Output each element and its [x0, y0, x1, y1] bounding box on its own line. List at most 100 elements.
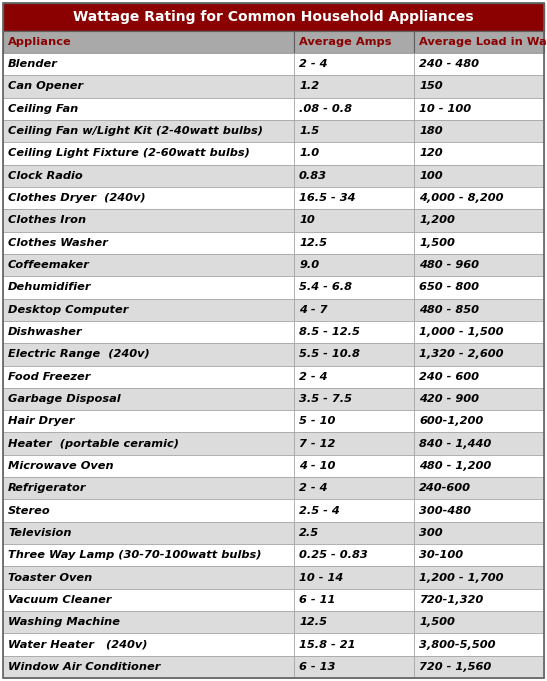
Text: Water Heater   (240v): Water Heater (240v): [8, 639, 148, 650]
Bar: [414, 187, 544, 209]
Text: 1,000 - 1,500: 1,000 - 1,500: [419, 327, 504, 337]
Bar: [3, 432, 294, 455]
Text: 12.5: 12.5: [299, 238, 327, 248]
Bar: [414, 633, 544, 656]
Bar: [3, 611, 294, 633]
Text: 240 - 600: 240 - 600: [419, 372, 479, 381]
Text: 150: 150: [419, 82, 443, 91]
Text: Dehumidifier: Dehumidifier: [8, 283, 91, 292]
Bar: [294, 499, 414, 522]
Bar: [294, 522, 414, 544]
Bar: [294, 298, 414, 321]
Text: Stereo: Stereo: [8, 505, 51, 516]
Bar: [294, 76, 414, 97]
Text: Microwave Oven: Microwave Oven: [8, 461, 114, 471]
Text: Vacuum Cleaner: Vacuum Cleaner: [8, 595, 112, 605]
Text: 840 - 1,440: 840 - 1,440: [419, 439, 491, 449]
Text: Blender: Blender: [8, 59, 58, 69]
Bar: [414, 588, 544, 611]
Text: 3.5 - 7.5: 3.5 - 7.5: [299, 394, 352, 404]
Text: 3,800-5,500: 3,800-5,500: [419, 639, 496, 650]
Bar: [294, 97, 414, 120]
Bar: [414, 343, 544, 366]
Bar: [3, 53, 294, 76]
Text: Heater  (portable ceramic): Heater (portable ceramic): [8, 439, 179, 449]
Bar: [294, 321, 414, 343]
Bar: [414, 366, 544, 387]
Bar: [414, 120, 544, 142]
Text: 2.5 - 4: 2.5 - 4: [299, 505, 340, 516]
Bar: [3, 410, 294, 432]
Text: Clothes Washer: Clothes Washer: [8, 238, 108, 248]
Bar: [3, 477, 294, 499]
Bar: [3, 31, 294, 53]
Text: Electric Range  (240v): Electric Range (240v): [8, 349, 150, 360]
Text: 1.0: 1.0: [299, 148, 319, 159]
Text: 120: 120: [419, 148, 443, 159]
Text: 1,320 - 2,600: 1,320 - 2,600: [419, 349, 504, 360]
Text: 1,200 - 1,700: 1,200 - 1,700: [419, 573, 504, 582]
Bar: [294, 53, 414, 76]
Bar: [294, 187, 414, 209]
Text: Toaster Oven: Toaster Oven: [8, 573, 92, 582]
Text: 480 - 960: 480 - 960: [419, 260, 479, 270]
Bar: [3, 544, 294, 567]
Text: 8.5 - 12.5: 8.5 - 12.5: [299, 327, 360, 337]
Bar: [414, 31, 544, 53]
Text: 180: 180: [419, 126, 443, 136]
Text: 240-600: 240-600: [419, 484, 471, 493]
Bar: [414, 142, 544, 165]
Text: Television: Television: [8, 528, 72, 538]
Text: Ceiling Fan w/Light Kit (2-40watt bulbs): Ceiling Fan w/Light Kit (2-40watt bulbs): [8, 126, 263, 136]
Bar: [3, 97, 294, 120]
Text: 1,500: 1,500: [419, 617, 455, 627]
Bar: [294, 477, 414, 499]
Text: Garbage Disposal: Garbage Disposal: [8, 394, 121, 404]
Text: Window Air Conditioner: Window Air Conditioner: [8, 662, 160, 672]
Text: 240 - 480: 240 - 480: [419, 59, 479, 69]
Bar: [3, 187, 294, 209]
Text: 650 - 800: 650 - 800: [419, 283, 479, 292]
Text: 720-1,320: 720-1,320: [419, 595, 484, 605]
Text: 9.0: 9.0: [299, 260, 319, 270]
Bar: [414, 254, 544, 276]
Text: 100: 100: [419, 171, 443, 180]
Bar: [414, 522, 544, 544]
Bar: [3, 366, 294, 387]
Bar: [3, 120, 294, 142]
Bar: [294, 209, 414, 232]
Text: 5 - 10: 5 - 10: [299, 416, 335, 426]
Text: Three Way Lamp (30-70-100watt bulbs): Three Way Lamp (30-70-100watt bulbs): [8, 550, 261, 560]
Text: Food Freezer: Food Freezer: [8, 372, 90, 381]
Text: .08 - 0.8: .08 - 0.8: [299, 104, 352, 114]
Text: 5.5 - 10.8: 5.5 - 10.8: [299, 349, 360, 360]
Bar: [414, 477, 544, 499]
Bar: [414, 567, 544, 588]
Bar: [3, 209, 294, 232]
Bar: [414, 76, 544, 97]
Bar: [294, 432, 414, 455]
Bar: [414, 165, 544, 187]
Bar: [3, 387, 294, 410]
Text: Clothes Dryer  (240v): Clothes Dryer (240v): [8, 193, 146, 203]
Bar: [414, 97, 544, 120]
Bar: [294, 120, 414, 142]
Text: Wattage Rating for Common Household Appliances: Wattage Rating for Common Household Appl…: [73, 10, 474, 24]
Bar: [294, 276, 414, 298]
Text: 5.4 - 6.8: 5.4 - 6.8: [299, 283, 352, 292]
Bar: [414, 656, 544, 678]
Bar: [3, 455, 294, 477]
Text: 12.5: 12.5: [299, 617, 327, 627]
Text: 2.5: 2.5: [299, 528, 319, 538]
Bar: [3, 588, 294, 611]
Bar: [294, 656, 414, 678]
Bar: [414, 276, 544, 298]
Text: Refrigerator: Refrigerator: [8, 484, 86, 493]
Text: 4 - 10: 4 - 10: [299, 461, 335, 471]
Bar: [3, 321, 294, 343]
Bar: [294, 633, 414, 656]
Text: 2 - 4: 2 - 4: [299, 484, 328, 493]
Bar: [294, 387, 414, 410]
Text: 300-480: 300-480: [419, 505, 471, 516]
Text: Appliance: Appliance: [8, 37, 72, 47]
